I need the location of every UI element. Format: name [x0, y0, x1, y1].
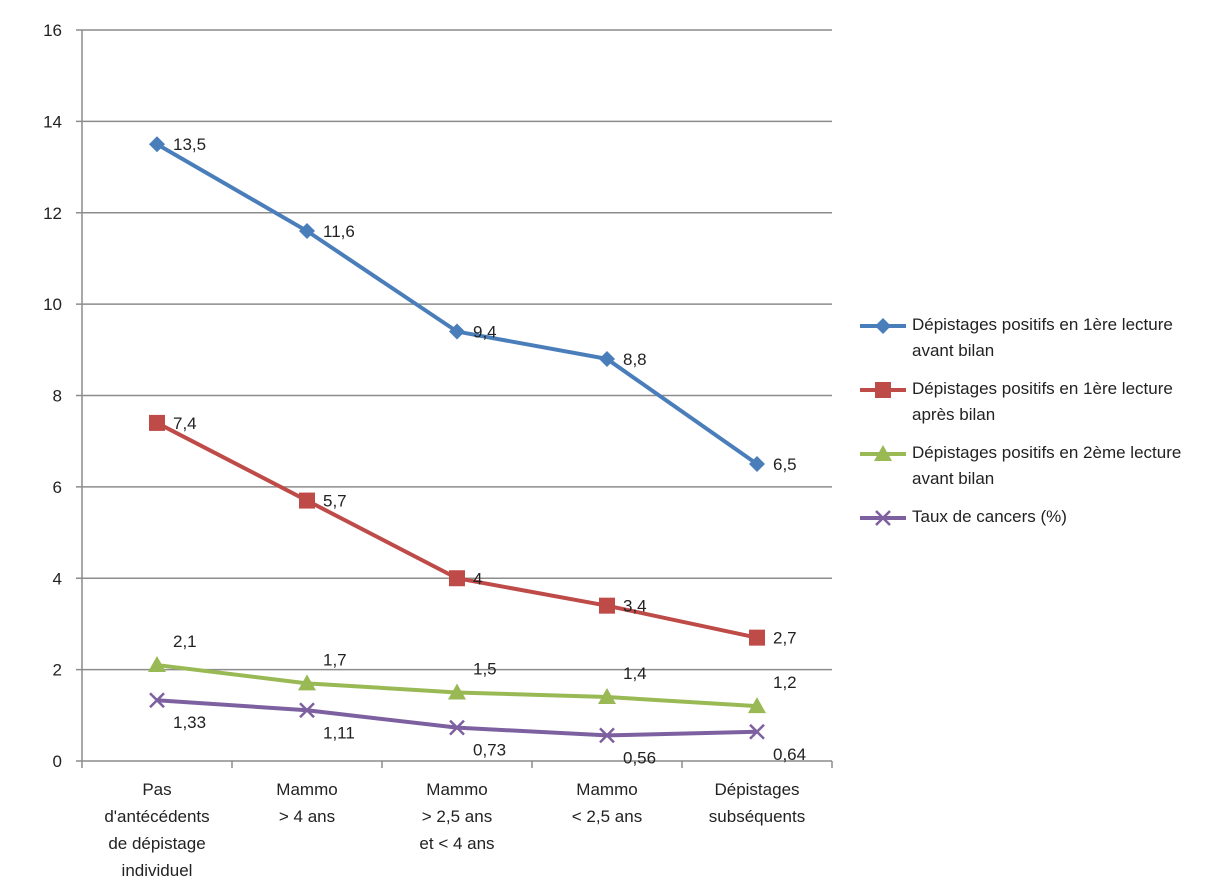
data-label: 5,7 [323, 492, 347, 511]
legend-swatch [860, 382, 906, 398]
data-label: 0,73 [473, 741, 506, 760]
marker [875, 510, 891, 526]
x-tick-label: Mammo [576, 780, 637, 799]
x-tick-label: d'antécédents [104, 807, 209, 826]
y-tick-label: 16 [43, 21, 62, 40]
marker [148, 656, 166, 673]
data-label: 9,4 [473, 323, 497, 342]
x-tick-label: > 2,5 ans [422, 807, 492, 826]
marker [149, 414, 165, 431]
data-label: 4 [473, 569, 482, 588]
legend-item: Taux de cancers (%) [858, 504, 1203, 530]
marker [749, 723, 765, 740]
x-tick-label: Dépistages [714, 780, 799, 799]
marker [598, 688, 616, 705]
legend-label: Taux de cancers (%) [912, 507, 1067, 526]
marker [749, 456, 765, 473]
y-tick-label: 14 [43, 112, 62, 131]
y-tick-label: 2 [53, 661, 62, 680]
x-tick-label: > 4 ans [279, 807, 335, 826]
marker [449, 719, 465, 736]
marker [599, 597, 615, 614]
y-tick-label: 8 [53, 387, 62, 406]
data-label: 2,7 [773, 629, 797, 648]
legend-label: Dépistages positifs en 1ère lecture avan… [912, 315, 1173, 360]
data-label: 0,64 [773, 745, 806, 764]
data-label: 1,33 [173, 713, 206, 732]
data-label: 1,2 [773, 673, 797, 692]
marker [449, 323, 465, 340]
legend-label: Dépistages positifs en 2ème lecture avan… [912, 443, 1182, 488]
data-label: 0,56 [623, 748, 656, 767]
data-label: 8,8 [623, 350, 647, 369]
data-label: 7,4 [173, 414, 197, 433]
legend-item: Dépistages positifs en 1ère lecture aprè… [858, 376, 1203, 428]
legend-item: Dépistages positifs en 1ère lecture avan… [858, 312, 1203, 364]
data-label: 2,1 [173, 632, 197, 651]
marker [749, 629, 765, 646]
legend-swatch [860, 510, 906, 526]
legend-label: Dépistages positifs en 1ère lecture aprè… [912, 379, 1173, 424]
legend-item: Dépistages positifs en 2ème lecture avan… [858, 440, 1203, 492]
y-tick-label: 6 [53, 478, 62, 497]
marker [299, 492, 315, 509]
x-tick-label: < 2,5 ans [572, 807, 642, 826]
data-label: 13,5 [173, 135, 206, 154]
data-label: 1,5 [473, 659, 497, 678]
marker [875, 382, 891, 398]
y-tick-label: 12 [43, 204, 62, 223]
legend-swatch [860, 318, 906, 334]
x-tick-label: de dépistage [108, 834, 205, 853]
marker [448, 683, 466, 700]
series-line [156, 698, 758, 738]
data-label: 1,11 [323, 723, 355, 742]
marker [875, 318, 891, 334]
marker [149, 692, 165, 709]
marker [748, 697, 766, 714]
data-label: 11,6 [323, 222, 355, 241]
x-tick-label: Pas [142, 780, 171, 799]
y-tick-label: 0 [53, 752, 62, 771]
data-label: 6,5 [773, 455, 797, 474]
marker [299, 702, 315, 719]
x-tick-label: Mammo [276, 780, 337, 799]
marker [149, 136, 165, 153]
data-label: 1,4 [623, 664, 647, 683]
marker [449, 570, 465, 587]
data-label: 3,4 [623, 597, 647, 616]
data-label: 1,7 [323, 650, 347, 669]
series-line [156, 421, 758, 640]
marker [599, 350, 615, 367]
legend: Dépistages positifs en 1ère lecture avan… [858, 312, 1203, 542]
y-tick-label: 10 [43, 295, 62, 314]
x-tick-label: Mammo [426, 780, 487, 799]
marker [299, 223, 315, 240]
marker [599, 727, 615, 744]
x-tick-label: subséquents [709, 807, 805, 826]
x-tick-label: et < 4 ans [419, 834, 494, 853]
legend-swatch [860, 445, 906, 461]
marker [874, 445, 892, 461]
x-tick-label: individuel [122, 861, 193, 880]
marker [298, 674, 316, 691]
y-tick-label: 4 [53, 569, 62, 588]
